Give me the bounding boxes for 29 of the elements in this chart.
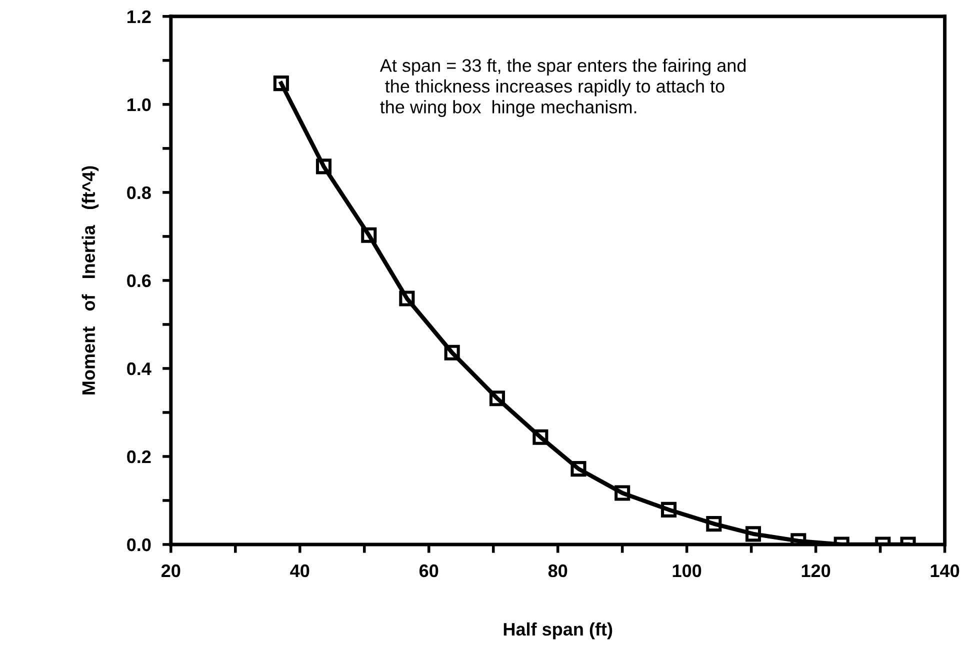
y-tick-label: 0.2 (127, 450, 151, 464)
x-tick-label: 120 (802, 564, 830, 578)
point (660, 502, 677, 518)
point (745, 526, 762, 542)
x-tick-label: 20 (161, 564, 180, 578)
point (570, 461, 586, 477)
point (273, 76, 289, 92)
point (532, 429, 548, 445)
y-tick-label: 0.4 (127, 362, 152, 376)
point (361, 227, 377, 243)
y-tick-label: 0.0 (127, 538, 151, 552)
x-tick-label: 140 (930, 564, 960, 578)
x-tick-label: 40 (290, 564, 310, 578)
point (444, 344, 460, 360)
annotation: At span = 33 ft, the spar enters the fairing and the thickness increases rapidly to attach to the wing box hinge mechanism. (380, 58, 746, 117)
point (316, 158, 332, 174)
x-axis-title: Half span (ft) (504, 622, 612, 640)
y-tick-label: 1.0 (127, 98, 151, 112)
x-tick-label: 100 (672, 564, 702, 578)
point (706, 516, 722, 532)
y-axis-title: Moment of Inertia (ft^4) (82, 166, 99, 394)
y-tick-label: 0.6 (127, 274, 151, 288)
point (614, 485, 630, 501)
point (399, 290, 415, 306)
y-tick-label: 1.2 (127, 10, 151, 23)
point (489, 390, 505, 406)
x-tick-label: 80 (548, 564, 568, 578)
y-tick-label: 0.8 (127, 186, 151, 200)
x-tick-label: 60 (419, 564, 438, 578)
